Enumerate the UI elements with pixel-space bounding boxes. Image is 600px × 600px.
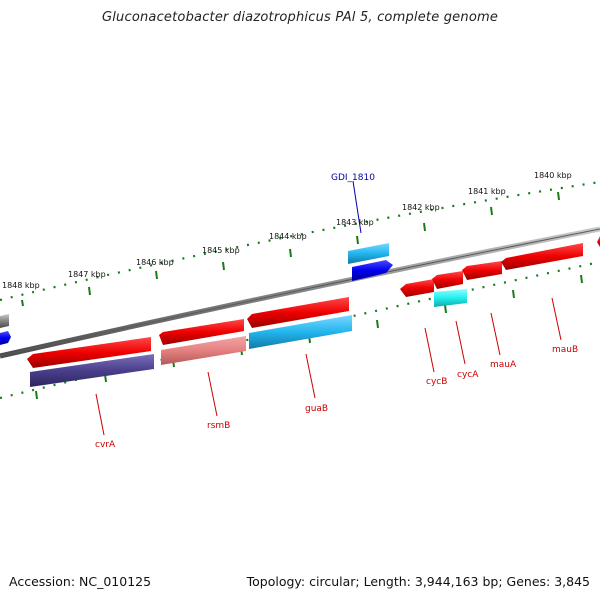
kbp-labels: 1848 kbp 1847 kbp 1846 kbp 1845 kbp 1844… bbox=[2, 171, 572, 290]
gene-label: cycA bbox=[457, 370, 479, 380]
gene-arrow bbox=[597, 236, 600, 247]
gene-arrow bbox=[27, 337, 151, 368]
gene-label: GDI_1810 bbox=[331, 173, 375, 183]
kbp-label: 1840 kbp bbox=[534, 171, 572, 180]
kbp-label: 1841 kbp bbox=[468, 187, 506, 196]
gene-label: mauA bbox=[490, 360, 517, 370]
kbp-label: 1843 kbp bbox=[336, 218, 374, 227]
kbp-label: 1846 kbp bbox=[136, 258, 174, 267]
kbp-label: 1842 kbp bbox=[402, 203, 440, 212]
gene-label: cvrA bbox=[95, 440, 116, 450]
gene-arrow bbox=[434, 289, 467, 307]
gene-arrow bbox=[352, 260, 393, 281]
gene-arrow bbox=[432, 271, 463, 289]
upper-tick-track bbox=[0, 180, 600, 302]
gene-arrow bbox=[501, 243, 583, 270]
gene-label: guaB bbox=[305, 404, 328, 414]
gene-label: mauB bbox=[552, 345, 578, 355]
genome-summary-text: Topology: circular; Length: 3,944,163 bp… bbox=[246, 574, 590, 589]
kbp-label: 1848 kbp bbox=[2, 281, 40, 290]
upper-major-ticks bbox=[21, 191, 560, 307]
forward-genes bbox=[0, 236, 600, 345]
gene-arrow bbox=[249, 315, 352, 349]
callout-lines bbox=[95, 180, 562, 436]
gene-arrow bbox=[30, 354, 154, 387]
gene-arrow bbox=[159, 319, 244, 345]
kbp-label: 1847 kbp bbox=[68, 270, 106, 279]
kbp-label: 1844 kbp bbox=[269, 232, 307, 241]
gene-arrow bbox=[247, 297, 349, 328]
gene-labels: GDI_1810 cvrA rsmB guaB cycB cycA mauA m… bbox=[95, 173, 578, 450]
gene-arrow bbox=[0, 331, 11, 345]
gene-arrow bbox=[462, 261, 502, 280]
gene-label: rsmB bbox=[207, 421, 230, 431]
map-title: Gluconacetobacter diazotrophicus PAl 5, … bbox=[101, 10, 499, 25]
gene-arrow bbox=[161, 336, 246, 365]
gene-arrow bbox=[348, 243, 389, 264]
gene-label: cycB bbox=[426, 377, 447, 387]
accession-text: Accession: NC_010125 bbox=[9, 574, 152, 589]
gene-arrow bbox=[0, 314, 9, 328]
reverse-genes bbox=[27, 297, 352, 387]
gene-arrow bbox=[400, 279, 434, 297]
kbp-label: 1845 kbp bbox=[202, 246, 240, 255]
